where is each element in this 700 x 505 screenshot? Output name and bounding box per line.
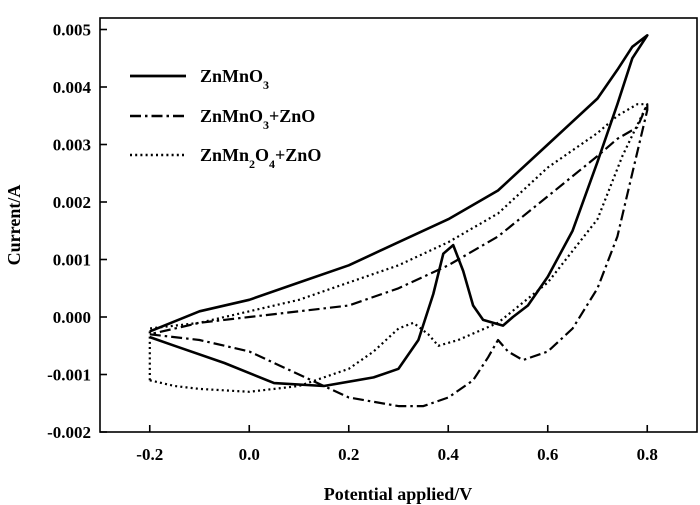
y-tick-label: 0.005 [53,21,91,40]
y-tick-label: 0.003 [53,136,91,155]
y-tick-label: 0.000 [53,308,91,327]
series-layer [148,34,649,408]
series-line-1 [149,34,649,388]
x-tick-label: 0.0 [239,445,260,464]
y-axis-title: Current/A [4,185,24,266]
y-tick-label: 0.002 [53,193,91,212]
y-tick-label: -0.001 [47,366,91,385]
x-tick-label: 0.2 [338,445,359,464]
x-tick-label: 0.4 [438,445,460,464]
legend-label-2: ZnMnO3+ZnO [200,106,315,132]
series-line-2 [149,103,649,408]
x-tick-label: 0.6 [537,445,558,464]
plot-frame [99,17,698,433]
x-axis-title: Potential applied/V [324,484,473,504]
legend-label-3: ZnMn2O4+ZnO [200,145,321,171]
x-tick-label: -0.2 [136,445,163,464]
y-tick-label: 0.004 [53,78,92,97]
axis-layer: -0.2 0.0 0.2 0.4 0.6 0.8 -0.002 -0.001 0.000 0.00… [47,21,658,465]
x-tick-label: 0.8 [637,445,658,464]
y-tick-label: -0.002 [47,423,91,442]
y-tick-label: 0.001 [53,251,91,270]
legend-label-1: ZnMnO3 [200,66,269,92]
legend: ZnMnO3 ZnMnO3+ZnO ZnMn2O4+ZnO [130,66,321,171]
series-line-3 [148,103,649,393]
